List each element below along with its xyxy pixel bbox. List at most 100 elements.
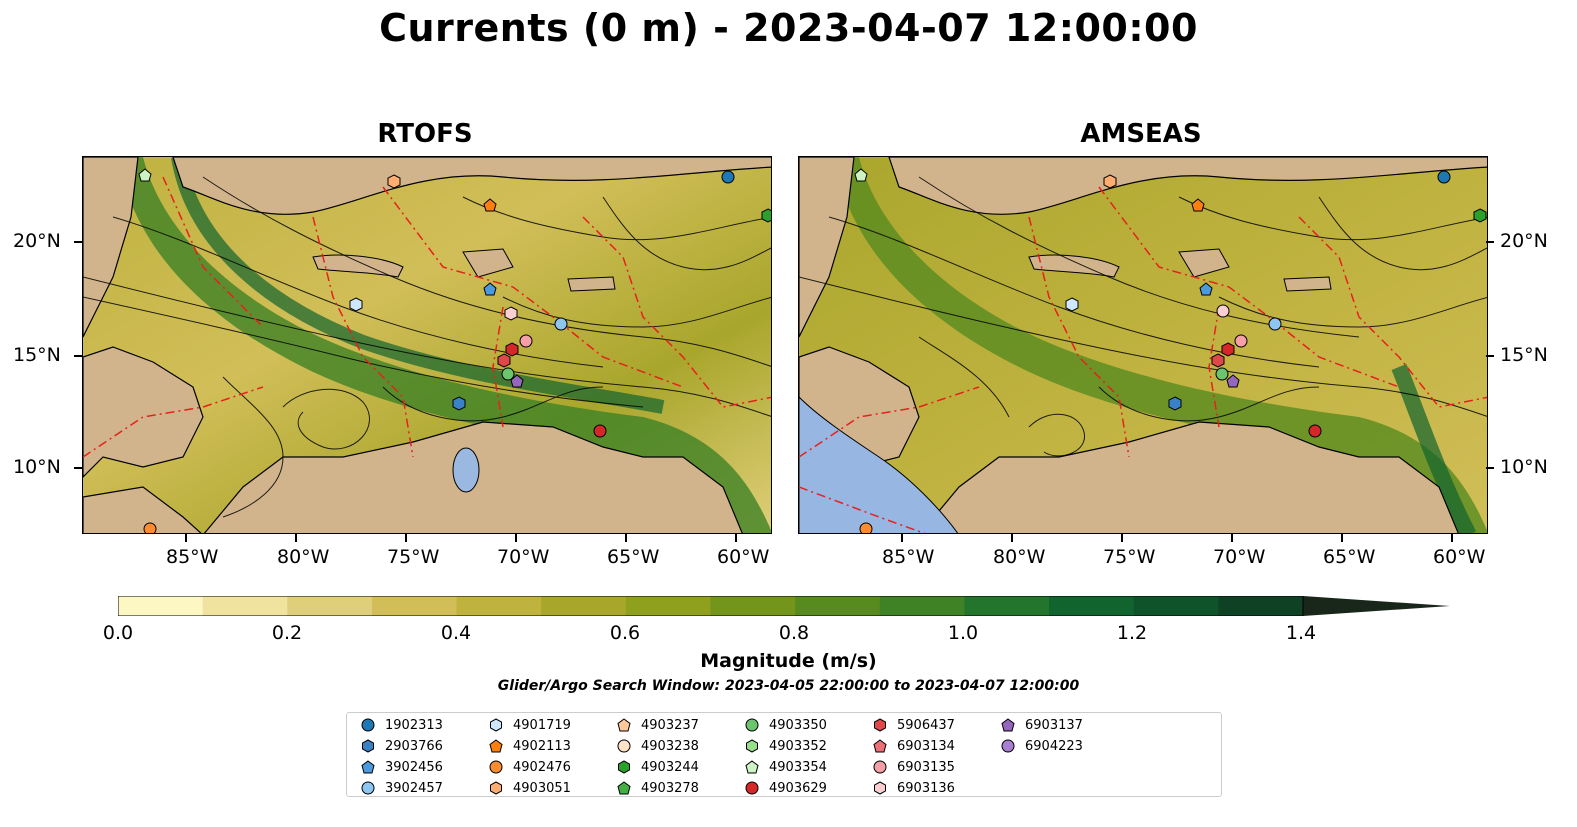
map-canvas-rtofs xyxy=(83,157,771,533)
land-puerto-rico xyxy=(567,276,616,292)
colorbar-tick-label: 1.4 xyxy=(1285,622,1317,644)
colorbar-tick-label: 1.2 xyxy=(1116,622,1148,644)
legend-item: 6903134 xyxy=(873,736,955,756)
legend-label: 4903051 xyxy=(513,780,571,796)
y-tick-label: 15°N xyxy=(1500,344,1548,366)
legend-label: 4903244 xyxy=(641,759,699,775)
colorbar xyxy=(118,596,1450,616)
legend-item: 6904223 xyxy=(1001,736,1083,756)
x-tick-label: 60°W xyxy=(1433,546,1486,568)
colorbar-tick-label: 1.0 xyxy=(947,622,979,644)
colorbar-segment xyxy=(371,596,458,616)
circle-marker-icon xyxy=(745,781,759,795)
legend-label: 3902457 xyxy=(385,780,443,796)
land-yucatan xyxy=(799,157,855,338)
legend-label: 4902113 xyxy=(513,738,571,754)
colorbar-segment xyxy=(879,596,965,616)
x-tick-label: 65°W xyxy=(607,546,660,568)
legend-item: 4903352 xyxy=(745,736,827,756)
land-hispaniola xyxy=(1178,248,1230,278)
y-tick-label: 20°N xyxy=(13,230,61,252)
legend-item: 2903766 xyxy=(361,736,443,756)
hexagon-marker-icon xyxy=(874,781,886,795)
x-tick-label: 85°W xyxy=(882,546,935,568)
search-window-text: Glider/Argo Search Window: 2023-04-05 22… xyxy=(497,678,1080,694)
x-tick-label: 85°W xyxy=(166,546,219,568)
legend: 1902313 2903766 3902456 3902457 4901719 49021… xyxy=(346,712,1222,797)
colorbar-tick-label: 0.2 xyxy=(271,622,303,644)
hexagon-marker-icon xyxy=(746,739,758,753)
legend-label: 4901719 xyxy=(513,717,571,733)
colorbar-tick-label: 0.4 xyxy=(440,622,472,644)
colorbar-segment xyxy=(795,596,881,616)
land-north xyxy=(888,157,1487,215)
legend-item: 6903135 xyxy=(873,757,955,777)
map-panel-amseas[interactable] xyxy=(798,156,1488,534)
x-tick-label: 60°W xyxy=(717,546,770,568)
circle-marker-icon xyxy=(617,739,631,753)
legend-label: 4903237 xyxy=(641,717,699,733)
legend-item: 4903237 xyxy=(617,715,699,735)
legend-label: 6903135 xyxy=(897,759,955,775)
hexagon-marker-icon xyxy=(618,760,630,774)
map-panel-rtofs[interactable] xyxy=(82,156,772,534)
legend-label: 4903278 xyxy=(641,780,699,796)
figure-title: Currents (0 m) - 2023-04-07 12:00:00 xyxy=(379,6,1198,50)
colorbar-tick-label: 0.0 xyxy=(102,622,134,644)
y-tick-label: 10°N xyxy=(1500,456,1548,478)
y-tick-label: 20°N xyxy=(1500,230,1548,252)
legend-label: 4903350 xyxy=(769,717,827,733)
lake-maracaibo xyxy=(452,447,480,493)
legend-item: 4902113 xyxy=(489,736,571,756)
y-tick-label: 10°N xyxy=(13,456,61,478)
pentagon-marker-icon xyxy=(1001,718,1015,732)
current-band xyxy=(118,157,771,533)
x-tick-label: 65°W xyxy=(1323,546,1376,568)
colorbar-segment xyxy=(1049,596,1135,616)
colorbar-segment xyxy=(1133,596,1219,616)
colorbar-tick-label: 0.8 xyxy=(778,622,810,644)
float-markers xyxy=(138,168,771,533)
circle-marker-icon xyxy=(489,760,503,774)
legend-label: 6904223 xyxy=(1025,738,1083,754)
legend-item: 6903137 xyxy=(1001,715,1083,735)
legend-item: 6903136 xyxy=(873,778,955,798)
legend-item: 4903354 xyxy=(745,757,827,777)
legend-item: 4903238 xyxy=(617,736,699,756)
legend-item: 3902457 xyxy=(361,778,443,798)
circle-marker-icon xyxy=(361,781,375,795)
colorbar-segment xyxy=(541,596,627,616)
pacific-ocean xyxy=(799,396,959,533)
x-tick-label: 70°W xyxy=(497,546,550,568)
legend-item: 4901719 xyxy=(489,715,571,735)
legend-item: 5906437 xyxy=(873,715,955,735)
x-tick-label: 80°W xyxy=(277,546,330,568)
pentagon-marker-icon xyxy=(617,718,631,732)
current-core xyxy=(1391,364,1477,533)
legend-label: 3902456 xyxy=(385,759,443,775)
colorbar-segment xyxy=(118,596,204,616)
land-hispaniola xyxy=(462,248,514,278)
current-core xyxy=(171,157,665,414)
pentagon-marker-icon xyxy=(489,739,503,753)
hexagon-marker-icon xyxy=(362,739,374,753)
panel-title-amseas: AMSEAS xyxy=(1080,119,1202,149)
pentagon-marker-icon xyxy=(873,739,887,753)
legend-label: 4903629 xyxy=(769,780,827,796)
legend-label: 4903354 xyxy=(769,759,827,775)
panel-title-rtofs: RTOFS xyxy=(377,119,473,149)
legend-label: 1902313 xyxy=(385,717,443,733)
map-canvas-amseas xyxy=(799,157,1487,533)
legend-item: 4903244 xyxy=(617,757,699,777)
legend-item: 4903350 xyxy=(745,715,827,735)
current-band xyxy=(834,157,1487,533)
colorbar-segment xyxy=(625,596,711,616)
land-north xyxy=(172,157,771,215)
land-central-america xyxy=(83,346,204,478)
colorbar-title: Magnitude (m/s) xyxy=(700,650,877,672)
eez-boundaries xyxy=(799,186,1487,533)
circle-marker-icon xyxy=(873,760,887,774)
colorbar-segment xyxy=(287,596,373,616)
float-markers xyxy=(854,168,1487,533)
